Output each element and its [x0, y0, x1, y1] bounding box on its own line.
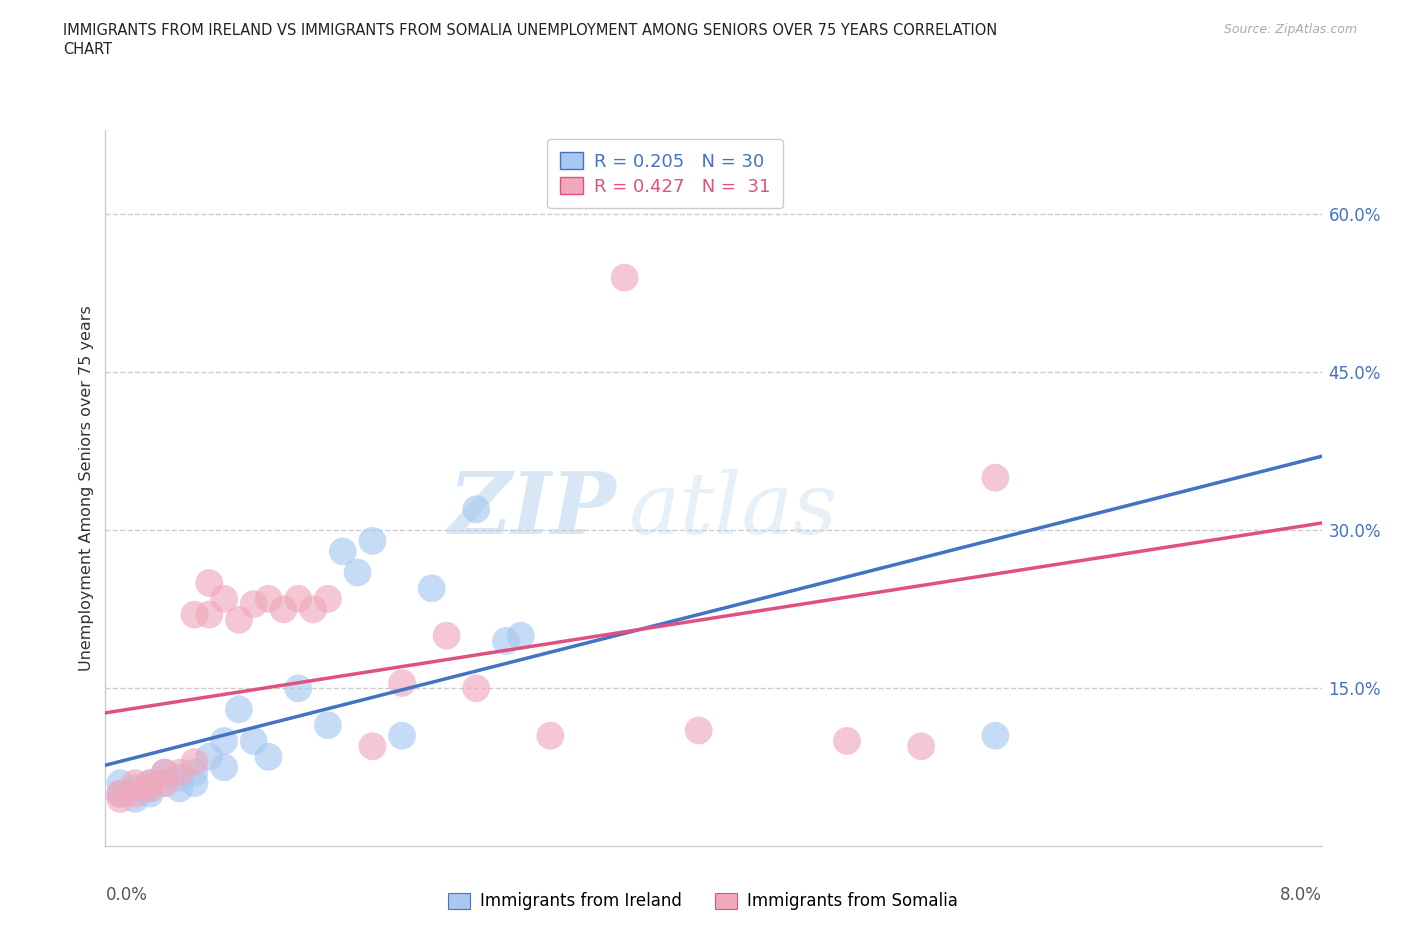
Point: [124, 786, 146, 801]
Point: [613, 271, 636, 286]
Point: [509, 629, 531, 644]
Point: [110, 776, 132, 790]
Point: [495, 633, 517, 648]
Point: [984, 471, 1007, 485]
Text: IMMIGRANTS FROM IRELAND VS IMMIGRANTS FROM SOMALIA UNEMPLOYMENT AMONG SENIORS OV: IMMIGRANTS FROM IRELAND VS IMMIGRANTS FR…: [63, 23, 997, 38]
Text: ZIP: ZIP: [449, 468, 616, 551]
Point: [153, 776, 176, 790]
Point: [316, 591, 339, 606]
Point: [169, 770, 191, 785]
Point: [169, 781, 191, 796]
Point: [139, 781, 162, 796]
Point: [124, 781, 146, 796]
Point: [139, 781, 162, 796]
Point: [183, 765, 205, 780]
Point: [242, 734, 264, 749]
Legend: Immigrants from Ireland, Immigrants from Somalia: Immigrants from Ireland, Immigrants from…: [441, 885, 965, 917]
Point: [228, 613, 250, 628]
Point: [465, 681, 488, 696]
Text: 8.0%: 8.0%: [1279, 885, 1322, 904]
Point: [198, 576, 221, 591]
Point: [984, 728, 1007, 743]
Point: [124, 791, 146, 806]
Point: [346, 565, 368, 580]
Text: CHART: CHART: [63, 42, 112, 57]
Point: [688, 723, 710, 737]
Point: [436, 629, 458, 644]
Point: [153, 765, 176, 780]
Point: [153, 776, 176, 790]
Point: [198, 607, 221, 622]
Point: [169, 765, 191, 780]
Point: [287, 681, 309, 696]
Point: [124, 776, 146, 790]
Point: [910, 738, 932, 753]
Point: [302, 602, 325, 617]
Point: [110, 791, 132, 806]
Point: [287, 591, 309, 606]
Point: [273, 602, 295, 617]
Point: [420, 581, 443, 596]
Point: [257, 750, 280, 764]
Point: [139, 776, 162, 790]
Point: [153, 765, 176, 780]
Point: [361, 534, 384, 549]
Point: [391, 728, 413, 743]
Point: [391, 675, 413, 690]
Point: [465, 502, 488, 517]
Point: [835, 734, 858, 749]
Point: [183, 754, 205, 769]
Point: [183, 607, 205, 622]
Point: [332, 544, 354, 559]
Point: [212, 760, 235, 775]
Point: [110, 786, 132, 801]
Y-axis label: Unemployment Among Seniors over 75 years: Unemployment Among Seniors over 75 years: [79, 305, 94, 671]
Point: [110, 786, 132, 801]
Point: [212, 734, 235, 749]
Point: [538, 728, 561, 743]
Point: [183, 776, 205, 790]
Point: [257, 591, 280, 606]
Point: [139, 786, 162, 801]
Text: Source: ZipAtlas.com: Source: ZipAtlas.com: [1223, 23, 1357, 36]
Legend: R = 0.205   N = 30, R = 0.427   N =  31: R = 0.205 N = 30, R = 0.427 N = 31: [547, 140, 783, 208]
Point: [212, 591, 235, 606]
Point: [316, 718, 339, 733]
Point: [198, 750, 221, 764]
Point: [361, 738, 384, 753]
Point: [139, 776, 162, 790]
Point: [242, 597, 264, 612]
Text: atlas: atlas: [628, 469, 838, 551]
Point: [228, 702, 250, 717]
Text: 0.0%: 0.0%: [105, 885, 148, 904]
